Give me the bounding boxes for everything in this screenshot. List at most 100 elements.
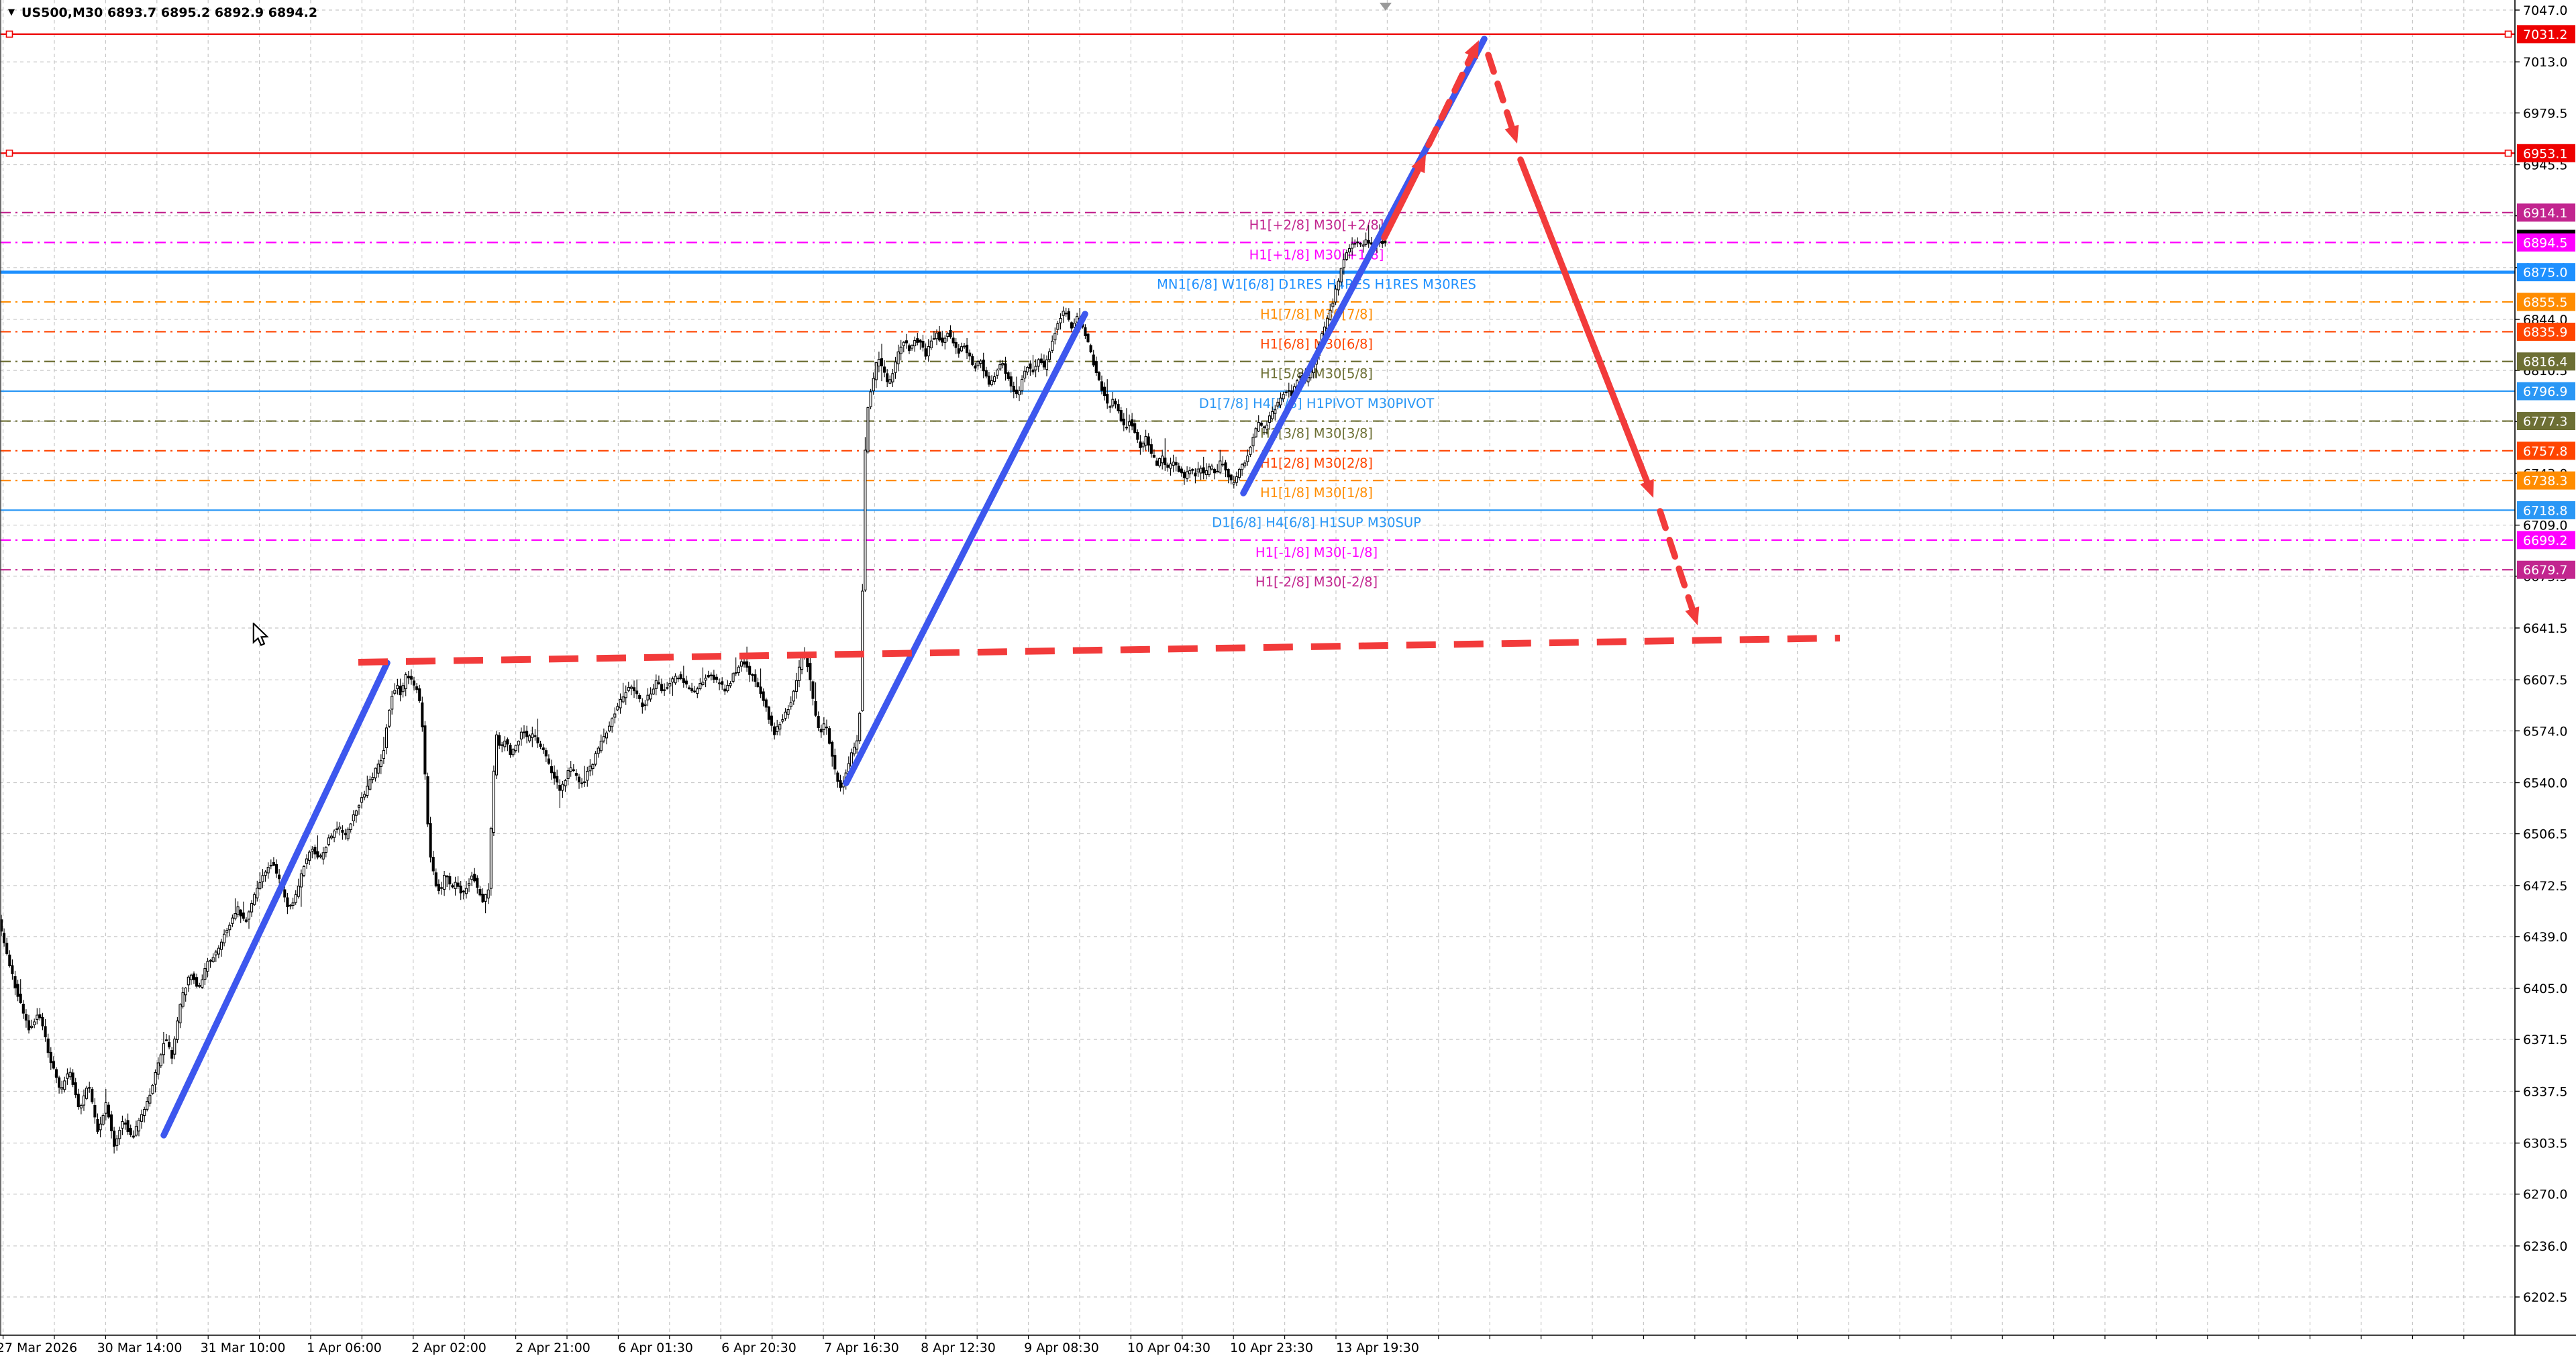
price-badge-value: 6699.2	[2523, 533, 2567, 548]
price-tick-label: 6641.5	[2523, 621, 2567, 636]
murrey-label: H1[1/8] M30[1/8]	[1260, 485, 1373, 501]
price-tick-label: 6405.0	[2523, 982, 2567, 996]
price-badge	[2517, 293, 2575, 311]
price-tick-label: 6709.0	[2523, 519, 2567, 533]
price-badge-value: 6718.8	[2523, 503, 2567, 518]
murrey-lines-layer	[0, 211, 2515, 571]
red-arrowhead	[1685, 606, 1700, 625]
time-tick-label: 2 Apr 21:00	[515, 1341, 590, 1355]
mouse-cursor	[252, 621, 272, 649]
price-tick-label: 6337.5	[2523, 1084, 2567, 1099]
time-tick-label: 2 Apr 02:00	[411, 1341, 486, 1355]
price-tick-label: 6574.0	[2523, 724, 2567, 739]
price-badge-value: 6796.9	[2523, 384, 2567, 399]
time-tick-label: 27 Mar 2026	[0, 1341, 77, 1355]
price-badge-value: 7031.2	[2523, 28, 2567, 42]
price-badge-value: 6738.3	[2523, 474, 2567, 488]
murrey-label: H1[+2/8] M30[+2/8]	[1249, 217, 1384, 233]
price-badge	[2517, 501, 2575, 519]
price-tick-label: 6303.5	[2523, 1137, 2567, 1151]
murrey-labels-layer: H1[+2/8] M30[+2/8]H1[+1/8] M30[+1/8]MN1[…	[1157, 217, 1476, 590]
candles-layer	[0, 224, 1387, 1154]
price-badge	[2517, 441, 2575, 460]
time-tick-label: 6 Apr 01:30	[618, 1341, 693, 1355]
time-tick-label: 9 Apr 08:30	[1024, 1341, 1099, 1355]
price-badge	[2517, 203, 2575, 222]
price-badge-value: 6757.8	[2523, 444, 2567, 459]
price-badge	[2517, 412, 2575, 431]
time-tick-label: 31 Mar 10:00	[201, 1341, 286, 1355]
price-badge	[2517, 25, 2575, 44]
time-tick-label: 1 Apr 06:00	[307, 1341, 382, 1355]
line-handle	[5, 30, 13, 38]
murrey-label: H1[2/8] M30[2/8]	[1260, 456, 1373, 471]
time-tick-label: 13 Apr 19:30	[1336, 1341, 1419, 1355]
murrey-label: H1[6/8] M30[6/8]	[1260, 336, 1373, 352]
blue-trendline	[843, 311, 1088, 786]
blue-trendline	[160, 660, 391, 1139]
red-arrow-line	[1425, 49, 1477, 148]
price-tick-label: 6506.5	[2523, 827, 2567, 842]
time-tick-label: 10 Apr 23:30	[1230, 1341, 1313, 1355]
price-badge-value: 6953.1	[2523, 146, 2567, 161]
murrey-label: D1[7/8] H4[7/8] H1PIVOT M30PIVOT	[1199, 396, 1435, 411]
price-badge	[2517, 382, 2575, 401]
red-arrowhead	[1640, 478, 1654, 498]
price-badge-value: 6679.7	[2523, 563, 2567, 578]
red-arrowhead	[1504, 124, 1519, 144]
time-tick-label: 10 Apr 04:30	[1127, 1341, 1210, 1355]
symbol-ohlc-text: US500,M30 6893.7 6895.2 6892.9 6894.2	[21, 5, 318, 20]
price-tick-label: 6979.5	[2523, 106, 2567, 121]
red-arrow-line	[1485, 52, 1516, 134]
time-tick-label: 7 Apr 16:30	[824, 1341, 899, 1355]
price-badge-value: 6875.0	[2523, 266, 2567, 280]
red-arrow-line	[1517, 156, 1652, 489]
murrey-label: H1[3/8] M30[3/8]	[1260, 426, 1373, 441]
murrey-label: H1[-1/8] M30[-1/8]	[1255, 545, 1378, 560]
murrey-label: D1[6/8] H4[6/8] H1SUP M30SUP	[1212, 515, 1421, 530]
red-arrow-line	[1657, 508, 1697, 616]
price-badge-value: 6914.1	[2523, 206, 2567, 221]
price-badge	[2517, 263, 2575, 282]
shift-marker-icon	[1380, 3, 1392, 11]
price-tick-label: 6439.0	[2523, 930, 2567, 945]
price-tick-label: 6270.0	[2523, 1188, 2567, 1202]
price-tick-label: 6371.5	[2523, 1033, 2567, 1047]
price-tick-label: 6236.0	[2523, 1239, 2567, 1254]
price-badge	[2517, 560, 2575, 579]
murrey-label: MN1[6/8] W1[6/8] D1RES H4RES H1RES M30RE…	[1157, 277, 1476, 293]
price-tick-label: 7047.0	[2523, 3, 2567, 18]
price-badge-value: 6777.3	[2523, 415, 2567, 429]
time-tick-label: 30 Mar 14:00	[97, 1341, 183, 1355]
price-tick-label: 6540.0	[2523, 776, 2567, 790]
red-arrowhead	[1464, 40, 1479, 60]
price-tick-label: 7013.0	[2523, 55, 2567, 70]
price-badge-value: 6894.5	[2523, 236, 2567, 250]
red-arrows-layer[interactable]	[358, 40, 1841, 666]
price-badges-layer: 6894.27031.26953.16914.16894.56875.06855…	[2517, 25, 2575, 579]
line-handle	[2504, 149, 2512, 157]
price-badge-value: 6816.4	[2523, 355, 2567, 370]
candles-up	[30, 240, 1379, 1146]
price-badge	[2517, 352, 2575, 371]
price-badge	[2517, 471, 2575, 490]
price-badge-value: 6835.9	[2523, 325, 2567, 340]
price-badge	[2517, 144, 2575, 162]
red-hlines-layer[interactable]	[0, 30, 2515, 157]
line-handle	[5, 149, 13, 157]
red-arrowhead	[1411, 154, 1426, 174]
time-axis[interactable]: 27 Mar 2026 30 Mar 14:00 31 Mar 10:00 1 Apr…	[0, 1335, 2576, 1355]
time-tick-label: 6 Apr 20:30	[721, 1341, 796, 1355]
symbol-dropdown-icon[interactable]: ▼	[8, 7, 15, 17]
price-tick-label: 6607.5	[2523, 673, 2567, 688]
price-badge	[2517, 322, 2575, 341]
chart-title: ▼ US500,M30 6893.7 6895.2 6892.9 6894.2	[8, 5, 317, 20]
price-tick-label: 6472.5	[2523, 879, 2567, 894]
dashed-support-trendline	[358, 635, 1841, 666]
price-badge	[2517, 531, 2575, 550]
grid-layer	[0, 0, 2515, 1335]
murrey-label: H1[-2/8] M30[-2/8]	[1255, 574, 1378, 590]
